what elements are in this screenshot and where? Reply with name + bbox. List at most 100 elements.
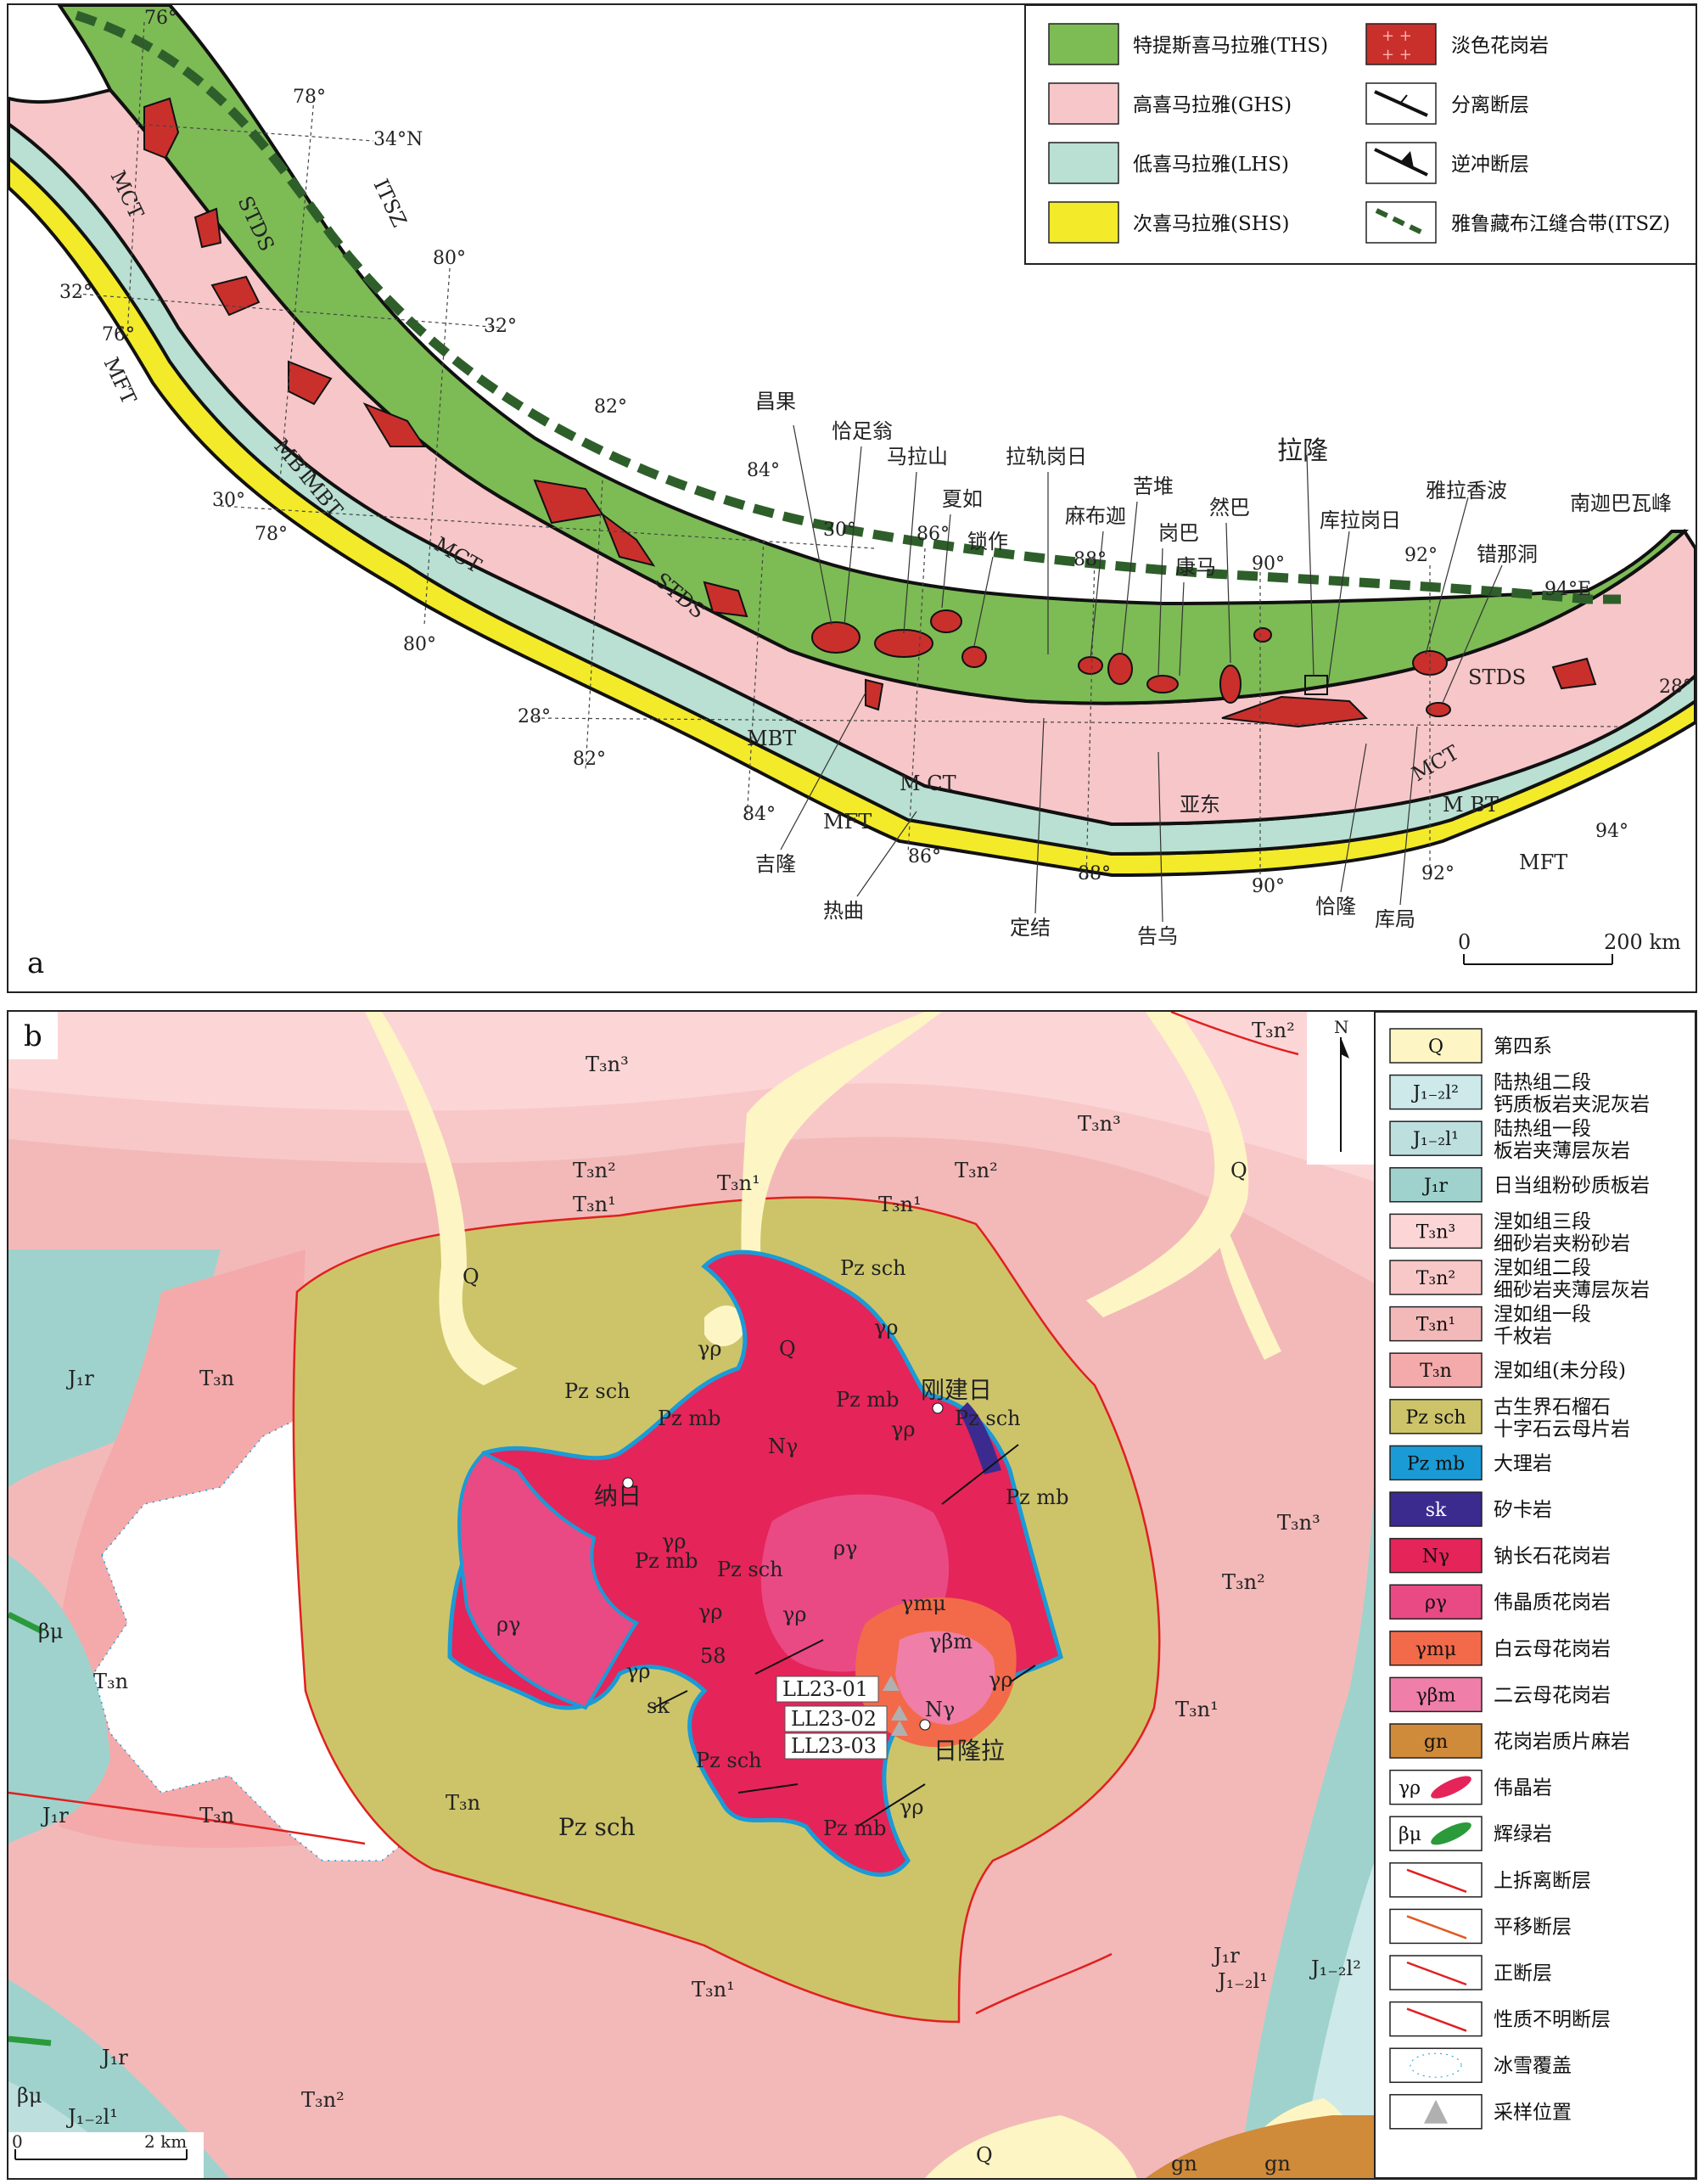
svg-text:T₃n²: T₃n² — [301, 2088, 345, 2112]
legend-swatch — [1389, 1631, 1483, 1666]
svg-text:T₃n²: T₃n² — [1252, 1019, 1295, 1042]
legend-swatch — [1389, 1769, 1483, 1805]
south-place-text: 吉隆 热曲 定结 告乌 亚东 恰隆 库局 — [755, 793, 1415, 948]
legend-symbol: T₃n — [1420, 1361, 1452, 1382]
legend-symbol: Pz sch — [1405, 1407, 1466, 1429]
svg-text:92°: 92° — [1404, 545, 1438, 566]
panel-a-himalaya-map: MCT STDS ITSZ MFT MBT MBT MCT STDS MBT M… — [7, 3, 1697, 993]
legend-label: 性质不明断层 — [1494, 2009, 1611, 2031]
place-label: 拉轨岗日 — [1006, 445, 1087, 469]
legend-symbol: Nγ — [1422, 1547, 1449, 1568]
legend-row: 平移断层 — [1389, 1908, 1572, 1945]
svg-text:ργ: ργ — [833, 1536, 857, 1560]
svg-text:T₃n²: T₃n² — [1222, 1570, 1265, 1594]
legend-mark — [1431, 1776, 1471, 1799]
place-label: 错那洞 — [1477, 542, 1538, 566]
svg-text:Pz mb: Pz mb — [823, 1816, 887, 1840]
svg-text:Pz sch: Pz sch — [955, 1406, 1021, 1430]
legend-label: 涅如组三段 — [1494, 1210, 1591, 1232]
svg-text:32°: 32° — [484, 316, 517, 337]
svg-text:淡色花岗岩: 淡色花岗岩 — [1451, 35, 1549, 57]
legend-label-2: 十字石云母片岩 — [1494, 1418, 1630, 1440]
fault-label: M BT — [1443, 793, 1499, 817]
legend-label: 白云母花岗岩 — [1494, 1638, 1611, 1660]
map-labels: T₃n³ T₃n³ T₃n² T₃n² T₃n¹ T₃n¹ T₃n¹ T₃n² … — [17, 1019, 1361, 2176]
legend-mark — [1410, 2052, 1462, 2078]
fault-label: MBT — [747, 727, 796, 750]
legend-mark — [1406, 2007, 1467, 2032]
legend-row: 采样位置 — [1389, 2094, 1572, 2130]
svg-text:次喜马拉雅(SHS): 次喜马拉雅(SHS) — [1133, 213, 1290, 235]
legend-label: 钠长石花岗岩 — [1494, 1546, 1611, 1568]
svg-text:84°: 84° — [747, 460, 780, 481]
legend-swatch — [1389, 1584, 1483, 1620]
legend-label: 涅如组二段 — [1494, 1257, 1591, 1279]
legend-row: 性质不明断层 — [1389, 2001, 1611, 2037]
north-place-labels — [793, 424, 1503, 704]
legend-symbol: γmμ — [1415, 1639, 1456, 1660]
sample-label: LL23-01 — [782, 1677, 868, 1701]
legend-label: 矽卡岩 — [1494, 1499, 1552, 1521]
svg-text:Pz mb: Pz mb — [836, 1388, 900, 1412]
itsz-suture — [75, 10, 1621, 604]
legend-mark — [1424, 2099, 1448, 2124]
svg-text:T₃n¹: T₃n¹ — [878, 1193, 922, 1216]
legend-swatch — [1389, 1213, 1483, 1249]
legend-label: 古生界石榴石 — [1494, 1396, 1611, 1418]
legend-symbol: T₃n¹ — [1416, 1315, 1455, 1336]
legend-row: sk 矽卡岩 — [1389, 1491, 1552, 1527]
svg-text:γρ: γρ — [626, 1659, 650, 1683]
panel-b-geologic-map: LL23-01 LL23-02 LL23-03 T₃n³ T₃n³ T₃n² T… — [7, 1010, 1697, 2180]
detachment-fault-red — [8, 1012, 1299, 2015]
svg-text:γρ: γρ — [900, 1795, 923, 1819]
svg-text:T₃n: T₃n — [199, 1367, 234, 1390]
legend-label: 二云母花岗岩 — [1494, 1684, 1611, 1706]
legend-symbol: ργ — [1425, 1592, 1447, 1614]
svg-text:T₃n³: T₃n³ — [586, 1053, 629, 1076]
svg-text:94°: 94° — [1595, 821, 1628, 842]
svg-text:T₃n³: T₃n³ — [1277, 1511, 1320, 1535]
legend-row: 上拆离断层 — [1389, 1862, 1591, 1898]
svg-text:γρ: γρ — [989, 1668, 1012, 1692]
lalong-box — [1304, 675, 1328, 695]
panel-label-a: a — [27, 946, 44, 980]
svg-text:86°: 86° — [916, 524, 950, 545]
legend-symbol: γρ — [1399, 1778, 1421, 1799]
place-label: 然巴 — [1209, 496, 1250, 519]
place-label: 库拉岗日 — [1320, 508, 1401, 532]
place-label: 康马 — [1175, 555, 1216, 579]
legend-row: Q 第四系 — [1389, 1028, 1552, 1064]
legend-swatch — [1389, 1816, 1483, 1851]
place-label: 恰隆 — [1315, 895, 1356, 918]
fault-label: M CT — [900, 772, 956, 795]
faults — [653, 1444, 1036, 1827]
svg-text:分离断层: 分离断层 — [1451, 94, 1529, 116]
svg-text:34°N: 34°N — [373, 129, 423, 150]
place-label: 恰足翁 — [832, 419, 893, 443]
svg-text:2 km: 2 km — [144, 2131, 187, 2152]
south-place-leaders — [780, 692, 1418, 923]
legend-symbol: Pz mb — [1407, 1453, 1465, 1474]
legend-symbol: T₃n³ — [1416, 1221, 1455, 1243]
svg-text:78°: 78° — [293, 87, 326, 108]
place-labels-b: 纳日 刚建日 日隆拉 — [594, 1376, 1005, 1765]
svg-text:J₁₋₂l¹: J₁₋₂l¹ — [1215, 1969, 1268, 1993]
legend-swatch — [1389, 1537, 1483, 1574]
legend-label: 采样位置 — [1494, 2102, 1572, 2124]
svg-text:γρ: γρ — [662, 1530, 686, 1553]
legend-row: T₃n 涅如组(未分段) — [1389, 1352, 1626, 1388]
place-label: 刚建日 — [921, 1376, 992, 1404]
legend-symbol: J₁r — [1422, 1176, 1449, 1197]
svg-text:76°: 76° — [102, 324, 135, 345]
legend-row: Pz mb 大理岩 — [1389, 1445, 1552, 1481]
svg-text:88°: 88° — [1078, 863, 1111, 884]
svg-text:γρ: γρ — [698, 1337, 721, 1361]
svg-text:βμ: βμ — [17, 2084, 42, 2108]
graticule — [76, 21, 1622, 888]
legend-label-2: 千枚岩 — [1494, 1326, 1552, 1348]
legend-mark — [1406, 1915, 1467, 1940]
legend-label: 平移断层 — [1494, 1916, 1572, 1938]
svg-text:J₁r: J₁r — [40, 1804, 69, 1827]
skarn — [959, 1402, 1001, 1474]
